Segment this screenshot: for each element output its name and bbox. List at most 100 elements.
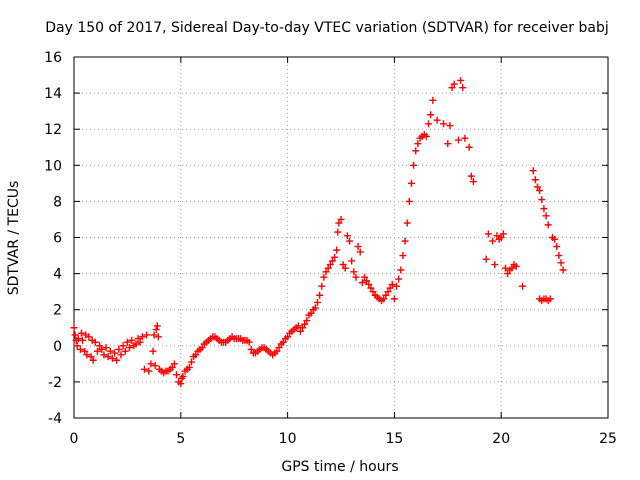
data-point: [555, 252, 563, 260]
data-point: [326, 261, 334, 269]
data-point: [346, 237, 354, 245]
data-point: [350, 268, 358, 276]
data-point: [102, 344, 110, 352]
data-point: [179, 372, 187, 380]
data-point: [457, 76, 465, 84]
y-tick-label: 2: [53, 303, 62, 319]
data-point: [412, 147, 420, 155]
data-point: [390, 295, 398, 303]
data-point: [335, 219, 343, 227]
data-point: [425, 120, 433, 128]
data-point: [444, 140, 452, 148]
data-point: [414, 140, 422, 148]
data-point: [529, 167, 537, 175]
x-axis-label: GPS time / hours: [281, 459, 398, 475]
data-point: [491, 261, 499, 269]
data-point: [76, 345, 84, 353]
data-point: [459, 84, 467, 92]
data-point: [93, 347, 101, 355]
data-point: [318, 282, 326, 290]
data-point: [422, 132, 430, 140]
data-point: [534, 183, 542, 191]
y-tick-label: 12: [44, 122, 62, 138]
data-point: [320, 273, 328, 281]
data-point: [469, 178, 477, 186]
data-point: [499, 230, 507, 238]
data-point: [134, 335, 142, 343]
data-point: [79, 336, 87, 344]
x-tick-label: 15: [385, 431, 403, 447]
data-point: [143, 331, 151, 339]
data-point: [467, 172, 475, 180]
data-point: [115, 345, 123, 353]
data-point: [83, 351, 91, 359]
chart-title: Day 150 of 2017, Sidereal Day-to-day VTE…: [45, 20, 608, 36]
data-point: [484, 230, 492, 238]
data-point: [363, 277, 371, 285]
data-point: [540, 205, 548, 213]
data-point: [358, 279, 366, 287]
data-point: [369, 288, 377, 296]
data-point: [546, 295, 554, 303]
data-point: [132, 340, 140, 348]
data-point: [121, 347, 129, 355]
data-point: [87, 353, 95, 361]
axes: 0 5 10 15 20 25 -4 -2 0 2 4 6 8 10 12 14 16: [44, 50, 617, 447]
data-point: [151, 362, 159, 370]
data-point: [145, 367, 153, 375]
data-point: [504, 270, 512, 278]
data-point: [170, 360, 178, 368]
data-point: [296, 327, 304, 335]
x-tick-label: 5: [176, 431, 185, 447]
data-point: [401, 237, 409, 245]
data-point: [501, 264, 509, 272]
data-point: [343, 232, 351, 240]
data-point: [136, 338, 144, 346]
data-point: [440, 120, 448, 128]
data-point: [454, 136, 462, 144]
data-point: [461, 134, 469, 142]
data-point: [96, 342, 104, 350]
data-point: [333, 246, 341, 254]
data-point: [403, 219, 411, 227]
data-point: [405, 197, 413, 205]
y-tick-label: 8: [53, 194, 62, 210]
data-point: [448, 84, 456, 92]
data-point: [393, 282, 401, 290]
y-tick-label: 4: [53, 267, 62, 283]
data-point: [98, 345, 106, 353]
data-point: [410, 161, 418, 169]
data-point: [337, 215, 345, 223]
data-point: [140, 365, 148, 373]
data-point: [384, 288, 392, 296]
data-point: [100, 351, 108, 359]
data-point: [303, 317, 311, 325]
data-point: [149, 347, 157, 355]
data-point: [551, 235, 559, 243]
data-point: [108, 354, 116, 362]
data-point: [512, 262, 520, 270]
y-tick-label: 16: [44, 50, 62, 66]
y-tick-label: 6: [53, 231, 62, 247]
data-point: [446, 122, 454, 130]
data-point: [119, 342, 127, 350]
data-point: [152, 326, 160, 334]
data-point: [299, 324, 307, 332]
data-point: [557, 259, 565, 267]
y-tick-label: 14: [44, 86, 62, 102]
data-point: [314, 298, 322, 306]
data-point: [245, 338, 253, 346]
data-point: [519, 282, 527, 290]
data-point: [538, 196, 546, 204]
data-point: [407, 179, 415, 187]
data-point: [465, 143, 473, 151]
data-point: [352, 273, 360, 281]
data-point: [399, 252, 407, 260]
data-point: [397, 266, 405, 274]
data-point: [365, 280, 373, 288]
data-point: [356, 248, 364, 256]
data-point: [89, 356, 97, 364]
data-point: [331, 253, 339, 261]
data-point: [395, 275, 403, 283]
